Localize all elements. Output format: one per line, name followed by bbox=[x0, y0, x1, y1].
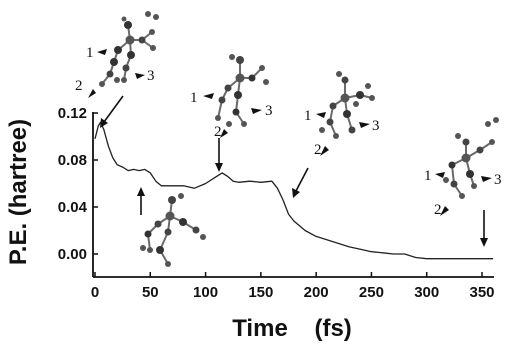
arrow-dip bbox=[137, 187, 145, 215]
x-tick-label: 100 bbox=[193, 284, 218, 301]
arrow-drop bbox=[292, 167, 309, 198]
x-tick-label: 0 bbox=[91, 284, 99, 301]
structure-3-label-3: 3 bbox=[265, 103, 273, 119]
structure-5-label-2: 2 bbox=[434, 202, 442, 218]
structure-4-label-1: 1 bbox=[304, 108, 312, 124]
x-tick-label: 50 bbox=[142, 284, 159, 301]
structure-inset-1: 1 2 3 bbox=[75, 11, 159, 98]
arrow-start bbox=[100, 95, 124, 128]
arrow-end bbox=[480, 210, 488, 247]
structure-inset-5: 1 2 3 bbox=[424, 117, 502, 218]
structure-1-label-2: 2 bbox=[75, 78, 83, 94]
structure-inset-2 bbox=[140, 193, 206, 267]
x-tick-label: 300 bbox=[414, 284, 439, 301]
x-axis-title: Time (fs) bbox=[232, 315, 352, 342]
structure-4-label-3: 3 bbox=[372, 118, 380, 134]
y-tick-label: 0.08 bbox=[58, 152, 87, 169]
structure-inset-3: 1 2 3 bbox=[190, 54, 273, 140]
structure-5-label-1: 1 bbox=[424, 168, 432, 184]
y-ticks: 0.00 0.04 0.08 0.12 bbox=[58, 105, 98, 263]
x-tick-label: 250 bbox=[359, 284, 384, 301]
structure-1-label-3: 3 bbox=[147, 68, 155, 84]
structure-1-label-1: 1 bbox=[86, 45, 94, 61]
x-tick-label: 200 bbox=[304, 284, 329, 301]
pe-series-line bbox=[94, 121, 494, 260]
y-tick-label: 0.12 bbox=[58, 105, 87, 122]
structure-4-label-2: 2 bbox=[314, 142, 322, 158]
structure-5-label-3: 3 bbox=[494, 172, 502, 188]
structure-inset-4: 1 2 3 bbox=[304, 71, 380, 158]
x-tick-label: 350 bbox=[469, 284, 494, 301]
structure-3-label-1: 1 bbox=[190, 90, 198, 106]
x-ticks: 0 50 100 150 200 250 300 350 bbox=[91, 272, 495, 301]
x-tick-label: 150 bbox=[248, 284, 273, 301]
annotation-arrows bbox=[100, 95, 488, 247]
arrow-peak bbox=[215, 138, 223, 172]
y-tick-label: 0.04 bbox=[58, 199, 88, 216]
y-tick-label: 0.00 bbox=[58, 246, 87, 263]
y-axis-title: P.E. (hartree) bbox=[5, 119, 32, 265]
axes: 0 50 100 150 200 250 300 350 0.00 0.04 0.08 0.12 bbox=[58, 105, 495, 301]
structure-3-label-2: 2 bbox=[214, 124, 222, 140]
